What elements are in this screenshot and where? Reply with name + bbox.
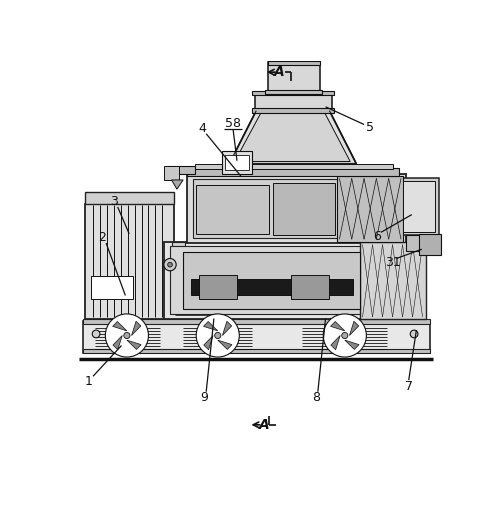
Text: 1: 1	[84, 375, 92, 388]
Bar	[254, 94, 332, 111]
Polygon shape	[113, 335, 122, 350]
Bar	[291, 275, 330, 298]
Circle shape	[168, 262, 172, 267]
Bar	[83, 349, 430, 353]
Circle shape	[92, 330, 100, 338]
Circle shape	[410, 330, 418, 338]
Bar	[337, 176, 402, 241]
Circle shape	[342, 332, 348, 338]
Circle shape	[196, 314, 240, 357]
Bar	[402, 181, 435, 231]
Polygon shape	[345, 340, 359, 349]
Text: 31: 31	[384, 256, 400, 269]
Polygon shape	[112, 322, 127, 331]
Polygon shape	[330, 322, 345, 331]
Bar	[90, 276, 133, 299]
Text: 58: 58	[225, 117, 241, 130]
Bar	[196, 184, 270, 234]
Bar	[268, 61, 320, 65]
Text: 7: 7	[404, 380, 412, 393]
Bar	[86, 192, 174, 204]
Bar	[268, 62, 320, 91]
Bar	[164, 242, 425, 319]
Polygon shape	[172, 180, 183, 189]
Bar	[252, 109, 334, 113]
Bar	[360, 242, 426, 319]
Bar	[193, 179, 401, 238]
Circle shape	[106, 314, 148, 357]
Circle shape	[124, 332, 130, 338]
Polygon shape	[331, 335, 340, 350]
Bar	[183, 252, 360, 309]
Text: 6: 6	[373, 230, 381, 243]
Bar	[272, 56, 316, 62]
Text: 9: 9	[200, 391, 208, 405]
Bar	[252, 91, 334, 95]
Bar	[164, 166, 180, 180]
Text: 3: 3	[110, 195, 118, 208]
Bar	[222, 150, 252, 174]
Polygon shape	[218, 340, 232, 349]
Bar	[187, 174, 406, 243]
Polygon shape	[350, 321, 359, 335]
Bar	[83, 321, 430, 353]
Bar	[226, 155, 248, 170]
Polygon shape	[204, 335, 213, 350]
Bar	[83, 319, 430, 324]
Polygon shape	[230, 111, 356, 164]
Bar	[172, 241, 185, 280]
Bar	[168, 166, 194, 174]
Bar	[194, 164, 394, 169]
Bar	[86, 204, 174, 319]
Polygon shape	[132, 321, 141, 335]
Bar	[398, 178, 438, 235]
Circle shape	[323, 314, 366, 357]
Text: 5: 5	[366, 121, 374, 134]
Bar	[198, 275, 237, 298]
Text: 8: 8	[312, 391, 320, 405]
Bar	[266, 90, 322, 94]
Bar	[191, 279, 352, 295]
Circle shape	[164, 259, 176, 271]
Polygon shape	[204, 322, 218, 331]
Text: A: A	[274, 65, 284, 79]
Bar	[273, 183, 335, 235]
Polygon shape	[234, 113, 350, 162]
Polygon shape	[406, 235, 432, 251]
Text: 4: 4	[198, 122, 206, 135]
Text: 2: 2	[98, 231, 106, 244]
Bar	[170, 246, 420, 314]
Text: A: A	[258, 418, 270, 432]
Bar	[187, 168, 398, 176]
Polygon shape	[127, 340, 141, 349]
Bar	[420, 234, 441, 256]
Polygon shape	[222, 321, 232, 335]
Circle shape	[214, 332, 221, 338]
